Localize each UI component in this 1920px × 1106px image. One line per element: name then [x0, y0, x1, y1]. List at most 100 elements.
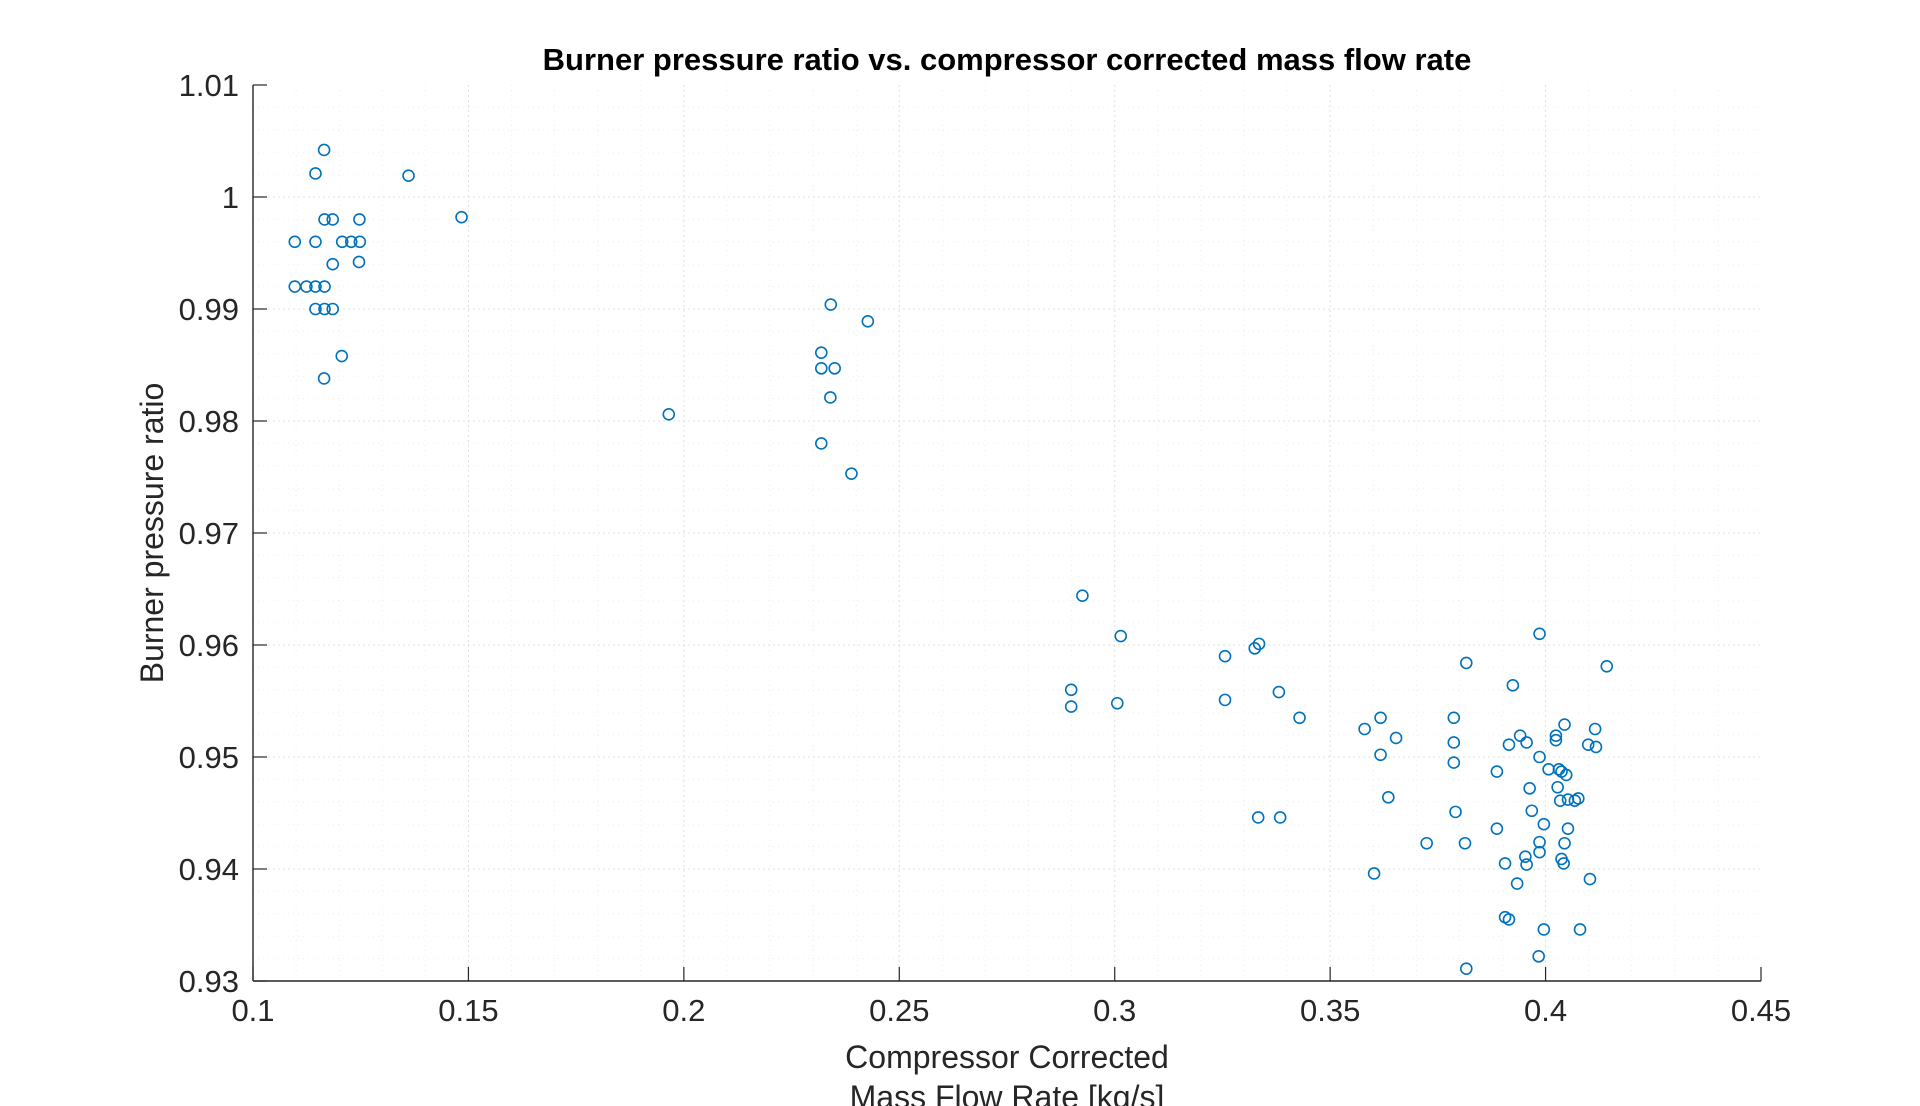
data-point	[815, 437, 828, 450]
data-point	[1588, 722, 1602, 736]
data-point	[318, 302, 331, 316]
data-point	[828, 362, 841, 375]
data-point	[1447, 756, 1461, 769]
x-tick-label: 0.35	[1300, 993, 1360, 1028]
data-point	[1252, 637, 1266, 651]
data-point	[1573, 923, 1587, 936]
data-point	[1600, 659, 1614, 673]
x-tick-labels: 0.1 0.15 0.2 0.25 0.3 0.35 0.4 0.45	[231, 993, 1791, 1028]
data-point	[845, 467, 858, 480]
y-tick-label: 0.93	[179, 964, 239, 999]
data-point	[1110, 696, 1124, 710]
data-point	[1533, 845, 1546, 859]
data-point	[1557, 857, 1570, 870]
data-point	[1525, 804, 1539, 818]
data-point	[1520, 858, 1533, 871]
y-tick-labels: 0.93 0.94 0.95 0.96 0.97 0.98 0.99 1 1.01	[179, 68, 239, 999]
data-point	[1549, 733, 1563, 747]
data-point	[1558, 718, 1571, 731]
data-point	[1459, 656, 1473, 670]
y-tick-label: 0.98	[179, 404, 239, 439]
data-point	[1561, 822, 1575, 835]
data-point	[335, 235, 349, 249]
data-point	[1523, 782, 1536, 795]
data-point	[1519, 850, 1532, 863]
data-point	[1490, 822, 1504, 835]
y-axis-label: Burner pressure ratio	[134, 383, 170, 684]
data-point	[1513, 729, 1527, 743]
data-point	[1389, 731, 1403, 745]
data-point	[402, 169, 415, 183]
data-point	[1498, 857, 1512, 870]
data-point	[1506, 679, 1520, 692]
data-point	[1374, 711, 1387, 725]
x-tick-label: 0.45	[1731, 993, 1791, 1028]
data-point	[815, 362, 828, 375]
data-point	[1459, 962, 1473, 975]
data-point	[1218, 693, 1232, 707]
data-point	[309, 167, 322, 180]
data-point	[1549, 729, 1563, 743]
data-point	[318, 280, 331, 293]
data-point	[352, 255, 366, 269]
x-axis-label-line-1: Compressor Corrected	[845, 1039, 1169, 1075]
data-point	[1420, 836, 1433, 850]
data-point	[300, 280, 313, 293]
data-point	[1533, 750, 1546, 764]
data-point	[1218, 649, 1232, 663]
data-points	[288, 143, 1614, 975]
data-point	[317, 143, 331, 157]
data-point	[455, 210, 468, 224]
y-tick-label: 0.95	[179, 740, 239, 775]
data-point	[1382, 791, 1395, 804]
data-point	[326, 213, 340, 226]
data-point	[1532, 950, 1545, 963]
data-point	[1358, 722, 1371, 736]
data-point	[335, 349, 349, 363]
data-point	[1458, 836, 1472, 850]
data-point	[309, 235, 322, 249]
data-point	[861, 315, 875, 328]
data-point	[309, 280, 322, 293]
data-point	[1533, 627, 1546, 641]
y-tick-label: 0.96	[179, 628, 239, 663]
data-point	[824, 391, 837, 404]
data-point	[1551, 780, 1564, 794]
x-axis-label-line-2: Mass Flow Rate [kg/s]	[850, 1079, 1165, 1106]
data-point	[1502, 913, 1516, 926]
data-point	[1374, 748, 1387, 762]
data-point	[1248, 642, 1262, 655]
data-point	[309, 302, 322, 316]
data-point	[1537, 923, 1551, 936]
x-tick-label: 0.4	[1524, 993, 1567, 1028]
data-point	[1558, 836, 1571, 850]
data-point	[288, 235, 302, 249]
data-point	[824, 298, 838, 311]
data-point	[353, 213, 366, 226]
y-tick-label: 0.99	[179, 292, 239, 327]
y-tick-label: 1.01	[179, 68, 239, 103]
data-point	[1272, 685, 1286, 699]
chart-title: Burner pressure ratio vs. compressor cor…	[543, 42, 1472, 77]
data-point	[1533, 835, 1546, 849]
data-point	[1447, 711, 1461, 725]
y-tick-label: 1	[222, 180, 239, 215]
data-point	[1064, 683, 1078, 697]
data-point	[326, 257, 340, 271]
data-point	[1490, 765, 1504, 778]
y-tick-label: 0.94	[179, 852, 239, 887]
data-point	[1447, 736, 1461, 749]
data-point	[1581, 738, 1595, 751]
y-tick-label: 0.97	[179, 516, 239, 551]
data-point	[662, 407, 676, 421]
data-point	[1510, 877, 1524, 890]
x-tick-label: 0.2	[662, 993, 705, 1028]
x-tick-label: 0.25	[869, 993, 929, 1028]
data-point	[1589, 740, 1603, 754]
data-point	[318, 213, 331, 226]
data-point	[326, 302, 340, 316]
data-point	[317, 372, 331, 385]
data-point	[1559, 768, 1573, 782]
data-point	[1537, 817, 1551, 831]
